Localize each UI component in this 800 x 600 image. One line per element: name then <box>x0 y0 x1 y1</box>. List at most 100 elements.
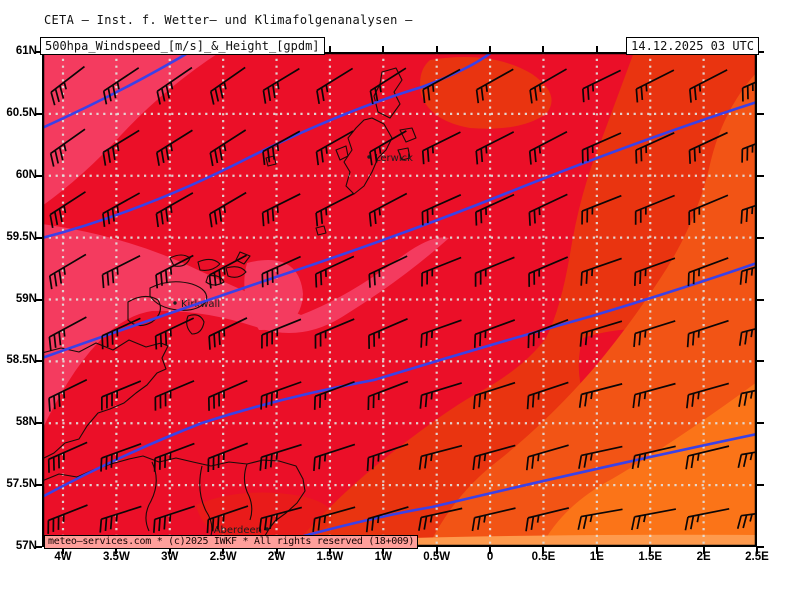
lon-label-3W: 3W <box>161 551 179 563</box>
wind-barb <box>527 318 569 349</box>
lon-label-0: 0 <box>486 551 494 563</box>
wind-barb <box>209 129 247 167</box>
coastline <box>235 251 251 265</box>
wind-barb <box>475 68 514 104</box>
wind-barb <box>369 130 407 166</box>
lon-label-4W: 4W <box>54 551 72 563</box>
wind-barb <box>258 506 303 532</box>
height-contour <box>262 432 759 549</box>
datetime-box: 14.12.2025 03 UTC <box>626 37 759 55</box>
wind-barb <box>209 66 246 105</box>
lat-tick-right <box>757 484 764 487</box>
page-title: CETA – Inst. f. Wetter– und Klimafolgena… <box>44 13 413 27</box>
wind-barb <box>635 132 675 164</box>
coastline <box>343 117 393 195</box>
coastline <box>197 258 221 271</box>
attribution-box: meteo–services.com * (c)2025 IWKF * All … <box>44 535 419 549</box>
wind-barb <box>316 67 354 104</box>
coastline <box>373 67 403 119</box>
lat-tick-right <box>757 546 764 548</box>
coastline <box>41 339 169 460</box>
coastline <box>199 465 213 542</box>
wind-barb <box>421 256 462 287</box>
wind-barb <box>688 69 728 103</box>
wind-barb <box>529 68 567 104</box>
lat-label-61N: 61N <box>15 45 37 57</box>
lat-label-59.5N: 59.5N <box>6 230 37 243</box>
lat-tick-right <box>757 422 764 425</box>
wind-barb <box>578 445 623 469</box>
wind-barb <box>368 318 408 349</box>
city-label-aberdeen: Aberdeen <box>214 525 262 536</box>
wind-barb <box>581 132 622 164</box>
lon-tick <box>649 547 652 554</box>
wind-barb <box>48 378 88 412</box>
wind-barb <box>473 381 516 409</box>
lon-label-3.5W: 3.5W <box>102 551 130 563</box>
lat-tick <box>35 298 42 301</box>
lon-tick-top <box>489 46 492 52</box>
wind-barb <box>154 380 195 411</box>
wind-barb <box>634 194 675 225</box>
wind-barb <box>471 507 516 532</box>
lat-tick <box>35 360 42 363</box>
wind-barb <box>155 129 193 166</box>
lon-label-0.5W: 0.5W <box>423 551 451 563</box>
wind-barb <box>262 130 301 166</box>
wind-barb <box>101 254 141 289</box>
wind-barb <box>99 505 142 533</box>
lat-label-57.5N: 57.5N <box>6 478 37 491</box>
height-contour <box>40 100 759 360</box>
lat-label-58.5N: 58.5N <box>6 354 37 367</box>
coastline <box>335 145 349 161</box>
wind-barb <box>582 69 621 103</box>
region-pink-band <box>42 224 449 430</box>
wind-barb <box>100 442 142 472</box>
lon-tick <box>435 547 438 554</box>
lon-tick-top <box>595 46 598 52</box>
wind-barb <box>475 131 515 165</box>
wind-barb <box>688 131 728 164</box>
wind-barb <box>475 193 515 226</box>
lon-tick <box>328 547 331 554</box>
lon-tick-top <box>435 46 438 52</box>
wind-barb <box>631 508 677 531</box>
lat-tick-right <box>757 360 764 363</box>
wind-barb <box>259 443 302 471</box>
wind-barb <box>581 194 622 225</box>
wind-barb <box>418 444 463 470</box>
lat-tick <box>35 112 42 115</box>
wind-barb <box>102 129 140 166</box>
wind-barb <box>154 317 195 350</box>
lat-label-60.5N: 60.5N <box>6 106 37 119</box>
coastline <box>399 127 417 143</box>
region-orange-light-strip <box>412 534 757 547</box>
wind-barb <box>209 191 247 228</box>
wind-barb <box>366 443 409 472</box>
wind-barb <box>206 505 249 534</box>
wind-barbs <box>47 65 783 534</box>
wind-barb <box>419 382 462 409</box>
wind-barb <box>101 317 141 350</box>
city-marker-aberdeen <box>265 527 269 531</box>
wind-barb <box>315 130 354 166</box>
region-orange-band <box>428 72 757 547</box>
wind-barb <box>48 253 87 290</box>
wind-barb <box>262 67 300 104</box>
lon-tick <box>756 547 758 554</box>
wind-barb <box>102 67 140 105</box>
wind-barb <box>261 193 301 227</box>
wind-barb <box>48 316 87 351</box>
coastline <box>145 461 157 532</box>
lon-tick-top <box>382 46 385 52</box>
lon-label-1E: 1E <box>589 551 604 563</box>
lon-tick <box>489 547 492 554</box>
wind-barb <box>684 508 730 531</box>
wind-barb <box>422 68 461 104</box>
lat-label-60N: 60N <box>15 168 37 181</box>
wind-barb <box>474 256 515 287</box>
lon-tick <box>168 547 171 554</box>
wind-barb <box>261 318 302 349</box>
lon-tick <box>115 547 118 554</box>
